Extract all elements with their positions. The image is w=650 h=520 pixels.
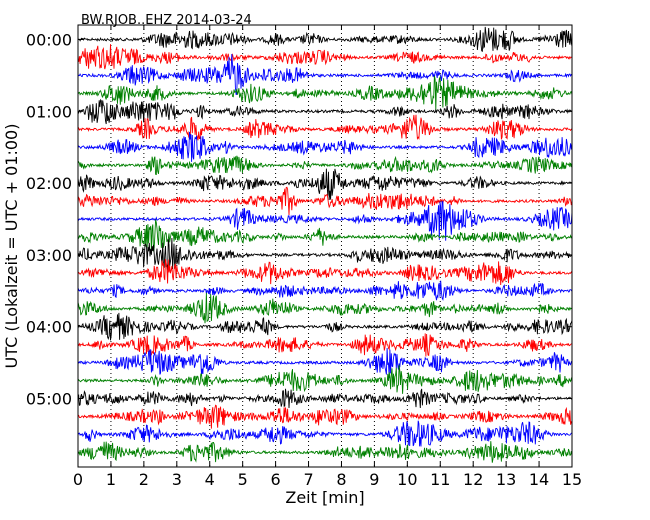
seismic-traces xyxy=(77,26,573,463)
x-axis-label: Zeit [min] xyxy=(285,488,364,507)
trace-row xyxy=(77,237,573,271)
y-tick-label: 03:00 xyxy=(26,246,72,265)
y-axis: 00:00 01:00 02:00 03:00 04:00 05:00 xyxy=(26,31,572,409)
trace-row xyxy=(77,114,573,141)
trace-row xyxy=(77,44,573,70)
trace-row xyxy=(78,26,573,52)
trace-row xyxy=(77,200,573,241)
x-tick-label: 15 xyxy=(562,470,582,489)
trace-row xyxy=(77,131,573,162)
y-tick-label: 00:00 xyxy=(26,31,72,50)
x-tick-label: 3 xyxy=(172,470,182,489)
trace-row xyxy=(77,53,573,95)
trace-row xyxy=(77,155,573,176)
trace-row xyxy=(77,186,573,216)
trace-row xyxy=(77,219,573,252)
trace-row xyxy=(77,441,573,463)
y-axis-label: UTC (Lokalzeit = UTC + 01:00) xyxy=(2,124,21,369)
trace-row xyxy=(77,75,573,111)
x-tick-label: 1 xyxy=(106,470,116,489)
x-tick-label: 9 xyxy=(369,470,379,489)
x-tick-label: 5 xyxy=(238,470,248,489)
trace-row xyxy=(77,364,573,394)
trace-row xyxy=(77,280,573,301)
x-tick-label: 4 xyxy=(205,470,215,489)
y-tick-label: 01:00 xyxy=(26,102,72,121)
x-tick-label: 8 xyxy=(336,470,346,489)
x-tick-label: 14 xyxy=(529,470,549,489)
trace-row xyxy=(77,404,573,429)
x-tick-label: 12 xyxy=(463,470,483,489)
trace-row xyxy=(77,312,573,341)
x-tick-label: 7 xyxy=(303,470,313,489)
x-tick-label: 10 xyxy=(397,470,417,489)
trace-row xyxy=(77,333,573,357)
trace-row xyxy=(77,388,573,409)
trace-row xyxy=(77,98,573,125)
trace-row xyxy=(77,420,572,447)
x-tick-label: 2 xyxy=(139,470,149,489)
plot-frame xyxy=(77,24,573,468)
y-tick-label: 02:00 xyxy=(26,174,72,193)
chart-title: BW.RJOB..EHZ 2014-03-24 xyxy=(81,13,252,28)
trace-row xyxy=(77,168,573,201)
x-tick-label: 6 xyxy=(271,470,281,489)
x-tick-label: 13 xyxy=(496,470,516,489)
y-tick-label: 04:00 xyxy=(26,318,72,337)
trace-row xyxy=(77,259,573,286)
y-tick-label: 05:00 xyxy=(26,390,72,409)
trace-row xyxy=(77,347,573,379)
x-grid xyxy=(110,25,540,467)
x-tick-label: 0 xyxy=(73,470,83,489)
trace-row xyxy=(77,292,573,324)
x-tick-label: 11 xyxy=(430,470,450,489)
x-axis: 0 1 2 3 4 5 6 7 8 9 10 11 12 13 14 15 xyxy=(73,25,582,489)
